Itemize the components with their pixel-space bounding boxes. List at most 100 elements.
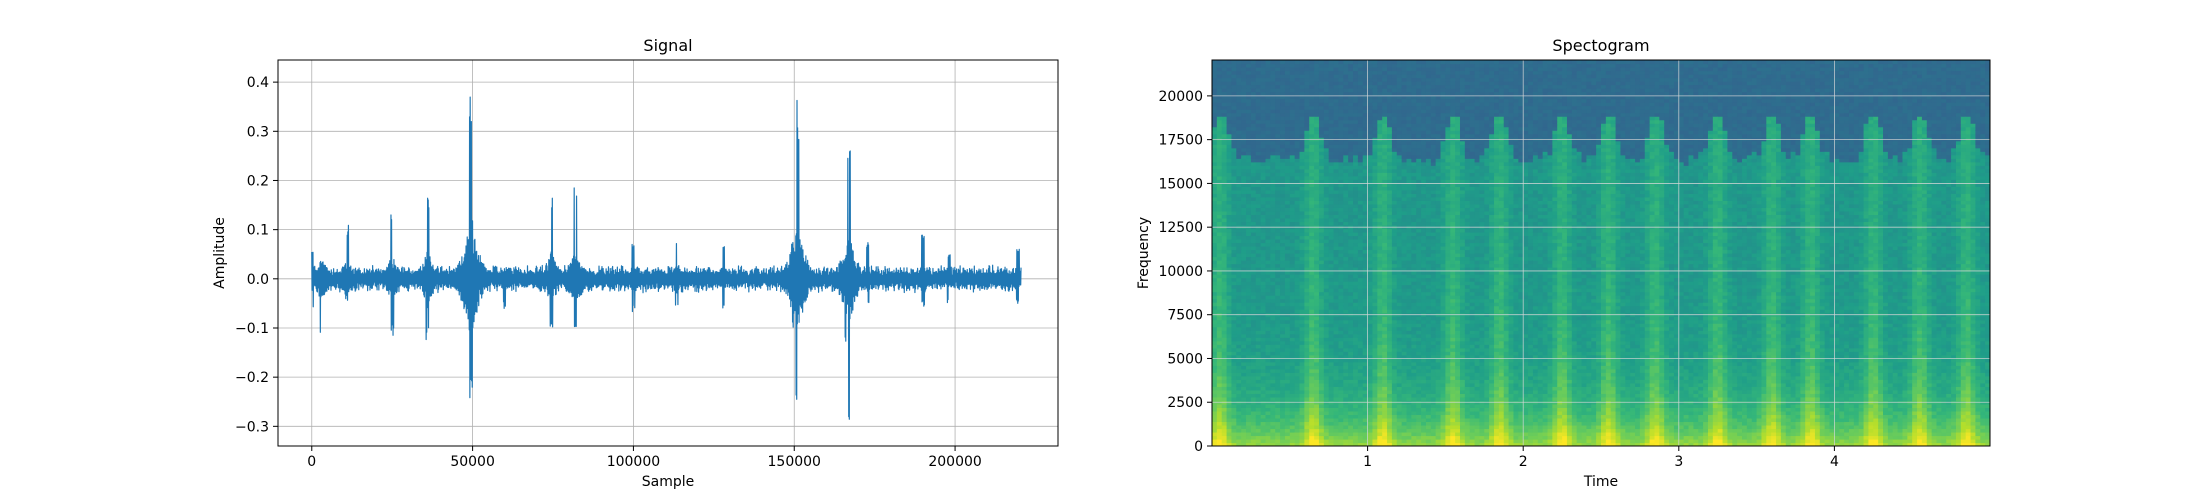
spectrogram-cell — [1387, 95, 1393, 100]
signal-x-tick-label: 100000 — [607, 454, 660, 470]
spectrogram-cell — [1221, 403, 1228, 408]
spectrogram-cell — [1353, 302, 1359, 307]
spectrogram-cell — [1372, 130, 1378, 135]
spectrogram-cell — [1270, 249, 1276, 254]
spectrogram-cell — [1304, 133, 1310, 138]
spectrogram-cell — [1226, 270, 1233, 275]
spectrogram-cell — [1425, 242, 1432, 247]
spectrogram-cell — [1309, 60, 1315, 65]
spectrogram-cell — [1255, 74, 1262, 79]
spectrogram-cell — [1391, 396, 1398, 401]
spectrogram-cell — [1294, 309, 1301, 314]
spectrogram-cell — [1226, 305, 1233, 310]
spectrogram-cell — [1362, 438, 1369, 444]
spectrogram-cell — [1391, 337, 1398, 342]
spectrogram-cell — [1255, 256, 1262, 261]
spectrogram-cell — [1338, 123, 1344, 128]
spectrogram-cell — [1348, 277, 1354, 282]
spectrogram-cell — [1377, 112, 1383, 117]
spectrogram-cell — [1328, 130, 1335, 135]
spectrogram-cell — [1226, 179, 1233, 184]
spectrogram-cell — [1343, 102, 1349, 107]
spectrogram-cell — [1353, 154, 1359, 159]
spectrogram-cell — [1270, 105, 1276, 110]
spectrogram-cell — [1421, 428, 1427, 433]
spectrogram-cell — [1314, 214, 1320, 219]
spectrogram-cell — [1216, 442, 1223, 446]
spectrogram-cell — [1231, 270, 1237, 275]
spectrogram-cell — [1357, 442, 1364, 446]
spectrogram-cell — [1343, 435, 1349, 440]
spectrogram-cell — [1289, 203, 1296, 208]
spectrogram-cell — [1309, 344, 1315, 349]
spectrogram-cell — [1255, 63, 1262, 68]
spectrogram-cell — [1372, 351, 1378, 356]
spectrogram-cell — [1260, 274, 1267, 279]
spectrogram-cell — [1212, 253, 1218, 258]
spectrogram-cell — [1323, 235, 1330, 240]
spectrogram-cell — [1318, 316, 1325, 321]
spectrogram-cell — [1387, 305, 1393, 310]
spectrogram-cell — [1275, 147, 1281, 152]
spectrogram-cell — [1411, 231, 1417, 237]
spectrogram-cell — [1314, 386, 1320, 391]
spectrogram-cell — [1333, 144, 1340, 149]
spectrogram-cell — [1333, 105, 1340, 110]
spectrogram-cell — [1299, 95, 1305, 100]
spectrogram-cell — [1357, 102, 1364, 107]
spectrogram-cell — [1241, 316, 1247, 321]
spectrogram-cell — [1260, 284, 1267, 289]
spectrogram-cell — [1284, 337, 1291, 342]
spectrogram-cell — [1372, 63, 1378, 68]
spectrogram-cell — [1260, 221, 1267, 226]
spectrogram-cell — [1421, 298, 1427, 303]
spectrogram-cell — [1260, 442, 1267, 446]
spectrogram-cell — [1270, 344, 1276, 349]
spectrogram-cell — [1309, 340, 1315, 345]
spectrogram-cell — [1284, 347, 1291, 352]
spectrogram-cell — [1284, 431, 1291, 437]
spectrogram-cell — [1328, 123, 1335, 128]
spectrogram-cell — [1304, 256, 1310, 261]
spectrogram-cell — [1280, 84, 1286, 89]
spectrogram-cell — [1411, 309, 1417, 314]
spectrogram-cell — [1367, 130, 1374, 135]
spectrogram-cell — [1411, 431, 1417, 437]
spectrogram-cell — [1231, 168, 1237, 173]
spectrogram-cell — [1343, 88, 1349, 93]
spectrogram-cell — [1416, 337, 1422, 342]
spectrogram-cell — [1382, 116, 1388, 121]
spectrogram-cell — [1406, 372, 1412, 377]
spectrogram-cell — [1221, 354, 1228, 359]
spectrogram-cell — [1333, 351, 1340, 356]
spectrogram-cell — [1314, 417, 1320, 423]
spectrogram-cell — [1294, 214, 1301, 219]
spectrogram-cell — [1318, 393, 1325, 398]
spectrogram-cell — [1299, 168, 1305, 173]
spectrogram-cell — [1328, 60, 1335, 65]
spectrogram-cell — [1353, 351, 1359, 356]
spectrogram-cell — [1265, 267, 1271, 272]
spectrogram-cell — [1314, 77, 1320, 82]
spectrogram-cell — [1255, 316, 1262, 321]
spectrogram-cell — [1353, 337, 1359, 342]
spectrogram-cell — [1260, 210, 1267, 215]
spectrogram-cell — [1425, 340, 1432, 345]
spectrogram-cell — [1328, 368, 1335, 373]
spectrogram-cell — [1250, 161, 1257, 166]
spectrogram-cell — [1255, 435, 1262, 440]
spectrogram-cell — [1411, 428, 1417, 433]
spectrogram-cell — [1372, 263, 1378, 268]
spectrogram-cell — [1280, 221, 1286, 226]
spectrogram-cell — [1391, 281, 1398, 286]
spectrogram-cell — [1265, 281, 1271, 286]
spectrogram-cell — [1221, 214, 1228, 219]
spectrogram-cell — [1353, 340, 1359, 345]
spectrogram-cell — [1421, 112, 1427, 117]
spectrogram-cell — [1270, 417, 1276, 423]
spectrogram-cell — [1260, 263, 1267, 268]
spectrogram-cell — [1425, 116, 1432, 121]
spectrogram-cell — [1387, 242, 1393, 247]
spectrogram-cell — [1216, 144, 1223, 149]
spectrogram-cell — [1250, 144, 1257, 149]
